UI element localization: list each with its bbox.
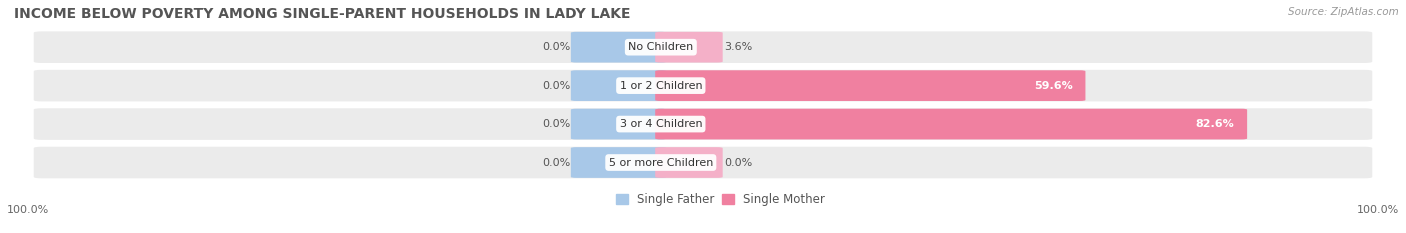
Text: No Children: No Children [628, 42, 693, 52]
Text: 59.6%: 59.6% [1033, 81, 1073, 91]
Text: 0.0%: 0.0% [543, 81, 571, 91]
Legend: Single Father, Single Mother: Single Father, Single Mother [612, 188, 830, 210]
Text: 0.0%: 0.0% [543, 119, 571, 129]
Text: 3 or 4 Children: 3 or 4 Children [620, 119, 702, 129]
Text: 82.6%: 82.6% [1195, 119, 1234, 129]
Text: 5 or more Children: 5 or more Children [609, 158, 713, 168]
Text: 0.0%: 0.0% [543, 42, 571, 52]
Text: 100.0%: 100.0% [7, 205, 49, 215]
Text: 3.6%: 3.6% [724, 42, 752, 52]
Text: 100.0%: 100.0% [1357, 205, 1399, 215]
Text: Source: ZipAtlas.com: Source: ZipAtlas.com [1288, 7, 1399, 17]
Text: 1 or 2 Children: 1 or 2 Children [620, 81, 702, 91]
Text: INCOME BELOW POVERTY AMONG SINGLE-PARENT HOUSEHOLDS IN LADY LAKE: INCOME BELOW POVERTY AMONG SINGLE-PARENT… [14, 7, 630, 21]
Text: 0.0%: 0.0% [724, 158, 752, 168]
Text: 0.0%: 0.0% [543, 158, 571, 168]
